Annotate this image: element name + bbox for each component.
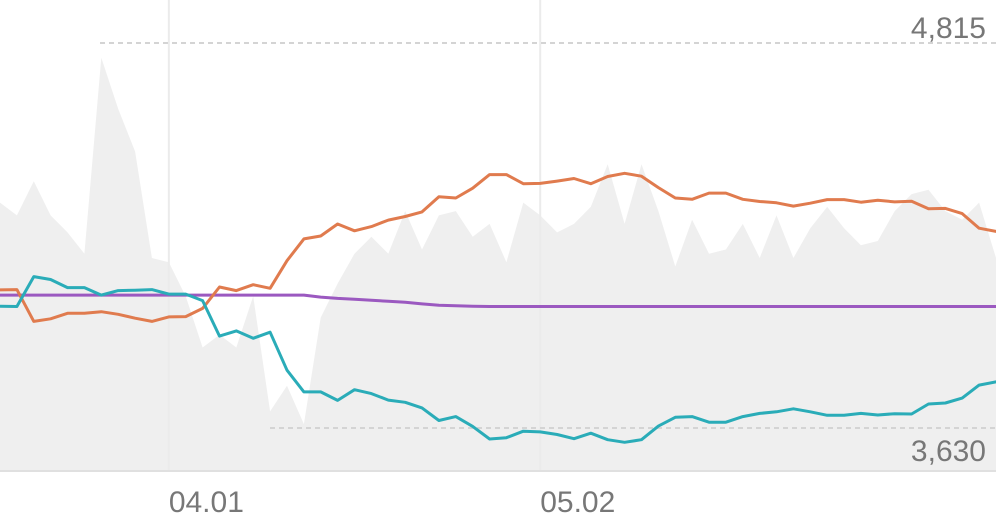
max-value-label: 4,815: [911, 12, 986, 45]
orange-series-line: [0, 171, 996, 323]
x-tick-label: 05.02: [540, 486, 615, 519]
teal-series-line: [0, 275, 996, 444]
x-axis-ticks: 04.01 05.02: [169, 486, 615, 519]
vertical-gridlines: [167, 0, 542, 471]
volume-area-layer: [0, 57, 996, 472]
purple-series-line: [0, 293, 996, 308]
extreme-reference-lines: [100, 42, 996, 429]
x-tick-label: 04.01: [169, 486, 244, 519]
min-value-label: 3,630: [911, 435, 986, 468]
series-lines: [0, 171, 996, 444]
volume-area: [0, 57, 996, 472]
